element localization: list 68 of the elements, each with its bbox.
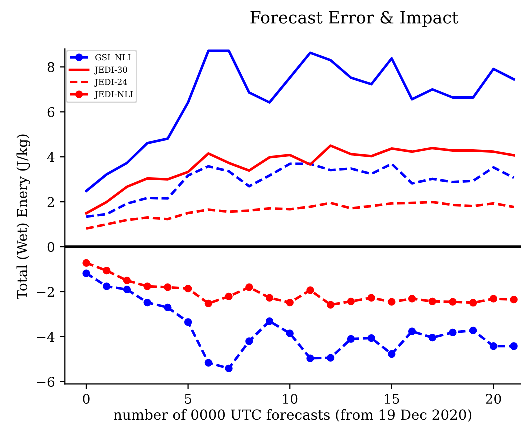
point xyxy=(164,284,172,292)
point xyxy=(123,286,132,294)
x-tick-label: 0 xyxy=(83,394,90,404)
point xyxy=(286,298,294,307)
point xyxy=(408,295,416,303)
y-tick-label: 8 xyxy=(48,62,55,72)
point xyxy=(327,354,335,362)
y-tick-label: 6 xyxy=(48,107,55,118)
point xyxy=(368,334,376,342)
point xyxy=(428,334,436,342)
point xyxy=(490,295,498,303)
line-series xyxy=(85,201,516,230)
point xyxy=(266,294,274,302)
point xyxy=(306,286,314,294)
chart-title: Forecast Error & Impact xyxy=(250,11,459,28)
point xyxy=(388,298,396,306)
point xyxy=(246,338,254,346)
y-tick-label: −4 xyxy=(37,332,55,342)
point xyxy=(428,298,436,306)
point xyxy=(144,298,152,307)
point xyxy=(123,276,132,285)
y-tick-label: 0 xyxy=(48,242,55,252)
point xyxy=(449,298,457,306)
point xyxy=(225,292,233,301)
x-tick-label: 15 xyxy=(385,394,400,404)
line-series xyxy=(85,144,516,215)
point xyxy=(510,342,518,350)
point xyxy=(470,326,478,334)
point xyxy=(204,359,212,367)
y-tick-label: 2 xyxy=(48,197,54,208)
legend-label: GSI_NLI xyxy=(96,54,131,62)
point xyxy=(347,335,356,344)
point xyxy=(490,342,498,350)
point xyxy=(204,300,212,308)
y-tick-label: −6 xyxy=(37,377,55,388)
point xyxy=(470,299,478,307)
point xyxy=(246,284,254,292)
y-axis-title: Total (Wet) Enery (J/kg) xyxy=(16,134,30,300)
point xyxy=(164,304,172,312)
point xyxy=(388,350,396,358)
legend-label: JEDI-24 xyxy=(94,79,128,87)
point xyxy=(184,318,192,326)
point xyxy=(266,318,274,326)
point xyxy=(347,298,356,306)
x-tick-label: 5 xyxy=(185,394,192,404)
point xyxy=(368,294,376,302)
legend-label: JEDI-30 xyxy=(94,66,128,75)
line-series xyxy=(85,50,516,193)
point xyxy=(103,282,111,290)
legend-label: JEDI-NLI xyxy=(94,91,133,100)
point xyxy=(184,285,192,293)
x-tick-label: 10 xyxy=(283,394,298,404)
point xyxy=(286,330,294,338)
point xyxy=(306,354,314,362)
y-tick-label: 4 xyxy=(47,152,55,162)
point xyxy=(144,282,152,290)
point xyxy=(82,270,90,278)
y-tick-label: −2 xyxy=(37,287,54,297)
point xyxy=(449,328,457,336)
point xyxy=(225,364,233,372)
point xyxy=(408,328,416,336)
x-tick-label: 20 xyxy=(486,394,502,404)
point xyxy=(327,301,335,309)
x-axis-title: number of 0000 UTC forecasts (from 19 Dec 2020) xyxy=(114,409,472,422)
line-series xyxy=(85,162,516,218)
point xyxy=(510,296,518,304)
point xyxy=(82,259,90,268)
point xyxy=(103,267,111,275)
